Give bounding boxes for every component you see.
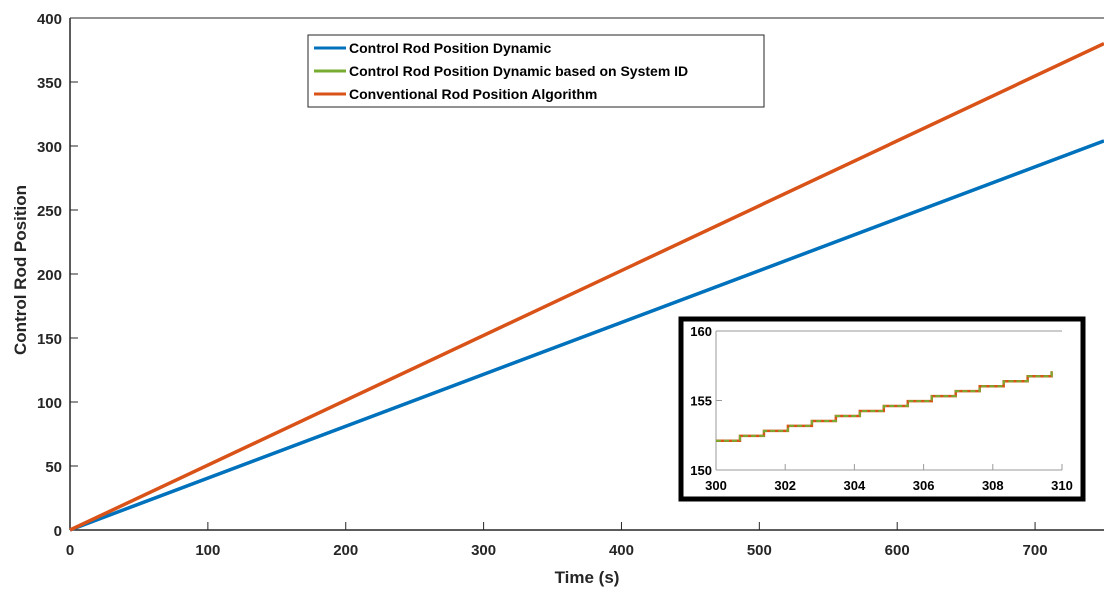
x-tick-label: 600 (885, 542, 910, 559)
x-axis-label: Time (s) (555, 568, 620, 587)
inset-y-tick-label: 150 (690, 463, 712, 478)
y-tick-label: 100 (37, 395, 62, 412)
x-tick-label: 200 (333, 542, 358, 559)
y-tick-label: 400 (37, 11, 62, 28)
y-tick-group: 0 50 100 150 200 250 300 350 400 (37, 11, 78, 540)
inset-x-tick-label: 308 (982, 478, 1004, 493)
inset-tick-group: 150 155 160 300 302 304 306 308 310 (690, 324, 1073, 493)
y-axis-label: Control Rod Position (11, 185, 30, 355)
legend-entry-3: Conventional Rod Position Algorithm (349, 86, 597, 102)
x-tick-label: 700 (1023, 542, 1048, 559)
inset-frame (678, 316, 1086, 502)
inset-x-tick-label: 304 (844, 478, 866, 493)
inset-x-tick-label: 306 (913, 478, 935, 493)
legend: Control Rod Position Dynamic Control Rod… (307, 34, 765, 108)
legend-box (307, 34, 765, 108)
inset-x-tick-label: 300 (705, 478, 727, 493)
series-group (69, 42, 1104, 532)
legend-entry-2: Control Rod Position Dynamic based on Sy… (349, 63, 688, 79)
inset-plot: 150 155 160 300 302 304 306 308 310 (678, 316, 1086, 502)
x-tick-label: 400 (609, 542, 634, 559)
inset-y-tick-label: 155 (690, 394, 712, 409)
series-line-3 (69, 42, 1104, 532)
x-tick-label: 300 (471, 542, 496, 559)
inset-x-tick-label: 310 (1051, 478, 1073, 493)
x-tick-label: 100 (195, 542, 220, 559)
legend-entry-1: Control Rod Position Dynamic (349, 40, 551, 56)
series-line-1 (69, 139, 1104, 532)
y-tick-label: 0 (54, 523, 62, 540)
y-tick-label: 50 (45, 459, 62, 476)
x-tick-group: 0 100 200 300 400 500 600 700 (66, 522, 1048, 559)
y-tick-label: 150 (37, 331, 62, 348)
x-tick-label: 500 (747, 542, 772, 559)
y-tick-label: 250 (37, 203, 62, 220)
inset-x-tick-label: 302 (774, 478, 796, 493)
y-tick-label: 200 (37, 267, 62, 284)
y-tick-label: 300 (37, 139, 62, 156)
y-tick-label: 350 (37, 75, 62, 92)
inset-series-system-id (716, 371, 1053, 442)
x-tick-label: 0 (66, 542, 74, 559)
inset-y-tick-label: 160 (690, 324, 712, 339)
